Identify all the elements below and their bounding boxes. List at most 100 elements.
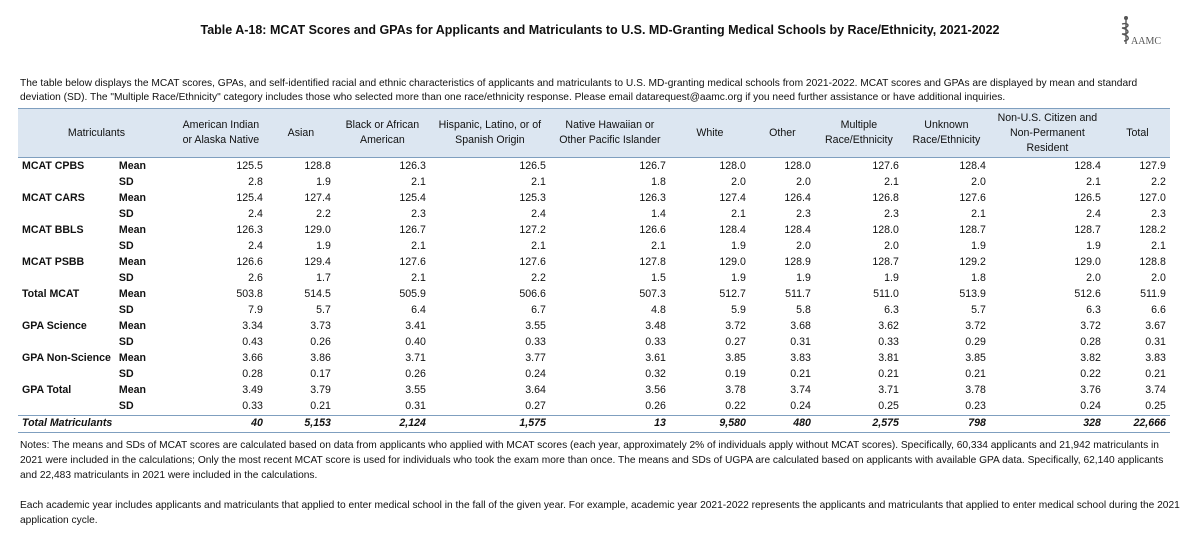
- stat-label: Mean: [118, 352, 146, 365]
- cell: 2.3: [411, 207, 426, 220]
- cell: 2.4: [248, 207, 263, 220]
- stat-label: SD: [118, 207, 134, 220]
- cell: 2.1: [531, 239, 546, 252]
- cell: 2.1: [1151, 239, 1166, 252]
- cell: 3.78: [965, 384, 986, 397]
- cell: 0.31: [790, 336, 811, 349]
- cell: 3.72: [725, 319, 746, 332]
- cell: 2.3: [884, 207, 899, 220]
- cell: 126.4: [784, 191, 811, 204]
- cell: 0.21: [965, 368, 986, 381]
- column-header: American Indian or Alaska Native: [174, 108, 267, 158]
- corner-header: Matriculants: [18, 108, 175, 158]
- cell: 128.9: [784, 255, 811, 268]
- cell: 126.7: [639, 159, 666, 172]
- cell: 3.78: [725, 384, 746, 397]
- table-row: SD 2.6 1.7 2.1 2.2 1.5 1.9 1.9 1.9 1.8 2.0 2.0: [18, 270, 1170, 286]
- cell: 0.33: [645, 336, 666, 349]
- cell: 3.81: [878, 352, 899, 365]
- cell: 126.6: [236, 255, 263, 268]
- cell: 22,666: [1104, 414, 1170, 433]
- row-label: [18, 302, 115, 318]
- cell: 513.9: [959, 287, 986, 300]
- cell: 3.71: [878, 384, 899, 397]
- cell: 125.4: [236, 191, 263, 204]
- cell: 3.55: [525, 319, 546, 332]
- column-header: Multiple Race/Ethnicity: [814, 108, 903, 158]
- cell: 2.3: [1151, 207, 1166, 220]
- cell: 0.17: [310, 368, 331, 381]
- cell: 1.9: [971, 239, 986, 252]
- stat-label: Mean: [118, 223, 146, 236]
- stat-label: SD: [118, 400, 134, 413]
- cell: 127.8: [639, 255, 666, 268]
- cell: 0.28: [242, 368, 263, 381]
- cell: 0.31: [1145, 336, 1166, 349]
- cell: 503.8: [236, 287, 263, 300]
- cell: 3.85: [965, 352, 986, 365]
- cell: 0.33: [878, 336, 899, 349]
- cell: 0.27: [725, 336, 746, 349]
- cell: 128.7: [1074, 223, 1101, 236]
- cell: 2.6: [248, 271, 263, 284]
- row-label: [18, 270, 115, 286]
- cell: 127.2: [519, 223, 546, 236]
- cell: 0.21: [310, 400, 331, 413]
- cell: 4.8: [651, 303, 666, 316]
- cell: 1.9: [884, 271, 899, 284]
- table-row: MCAT BBLS Mean 126.3 129.0 126.7 127.2 126.6 12…: [18, 222, 1170, 238]
- column-header: Hispanic, Latino, or of Spanish Origin: [429, 108, 550, 158]
- cell: 126.5: [1074, 191, 1101, 204]
- cell: 128.7: [959, 223, 986, 236]
- cell: 0.19: [725, 368, 746, 381]
- table-body: MCAT CPBS Mean 125.5 128.8 126.3 126.5 126.7 12…: [18, 158, 1170, 433]
- cell: 128.8: [1139, 255, 1166, 268]
- cell: 0.32: [645, 368, 666, 381]
- cell: 129.0: [1074, 255, 1101, 268]
- cell: 3.41: [405, 319, 426, 332]
- cell: 5,153: [266, 414, 335, 433]
- cell: 2.2: [1151, 175, 1166, 188]
- cell: 2.4: [1086, 207, 1101, 220]
- cell: 1.9: [316, 175, 331, 188]
- cell: 5.8: [796, 303, 811, 316]
- cell: 40: [174, 414, 267, 433]
- cell: 9,580: [669, 414, 750, 433]
- cell: 129.0: [719, 255, 746, 268]
- cell: 512.6: [1074, 287, 1101, 300]
- cell: 3.48: [645, 319, 666, 332]
- data-table: Matriculants American Indian or Alaska Na…: [18, 108, 1170, 433]
- logo-text: AAMC: [1131, 36, 1161, 47]
- column-header: Native Hawaiian or Other Pacific Islande…: [549, 108, 670, 158]
- cell: 126.3: [639, 191, 666, 204]
- table-row: MCAT CPBS Mean 125.5 128.8 126.3 126.5 126.7 12…: [18, 158, 1170, 175]
- cell: 127.6: [872, 159, 899, 172]
- cell: 511.9: [1140, 287, 1166, 300]
- stat-label: SD: [118, 303, 134, 316]
- cell: 3.74: [1145, 384, 1166, 397]
- cell: 6.3: [1086, 303, 1101, 316]
- table-row: SD 2.8 1.9 2.1 2.1 1.8 2.0 2.0 2.1 2.0 2.1 2.2: [18, 174, 1170, 190]
- cell: 129.4: [304, 255, 331, 268]
- cell: 2.1: [411, 271, 426, 284]
- cell: 1.9: [796, 271, 811, 284]
- cell: 0.26: [405, 368, 426, 381]
- cell: 5.7: [316, 303, 331, 316]
- table-row: MCAT CARS Mean 125.4 127.4 125.4 125.3 126.3 12…: [18, 190, 1170, 206]
- cell: 2.1: [411, 175, 426, 188]
- cell: 2.2: [316, 207, 331, 220]
- cell: 0.25: [1145, 400, 1166, 413]
- row-label: [18, 238, 115, 254]
- cell: 0.26: [310, 336, 331, 349]
- cell: 2.1: [884, 175, 899, 188]
- stat-label: Mean: [118, 159, 146, 172]
- cell: 6.3: [884, 303, 899, 316]
- cell: 127.6: [399, 255, 426, 268]
- row-label: [18, 399, 115, 416]
- cell: 126.7: [399, 223, 426, 236]
- cell: 5.7: [971, 303, 986, 316]
- cell: 7.9: [248, 303, 263, 316]
- cell: 5.9: [731, 303, 746, 316]
- cell: 129.2: [959, 255, 986, 268]
- row-label: MCAT BBLS: [22, 223, 84, 236]
